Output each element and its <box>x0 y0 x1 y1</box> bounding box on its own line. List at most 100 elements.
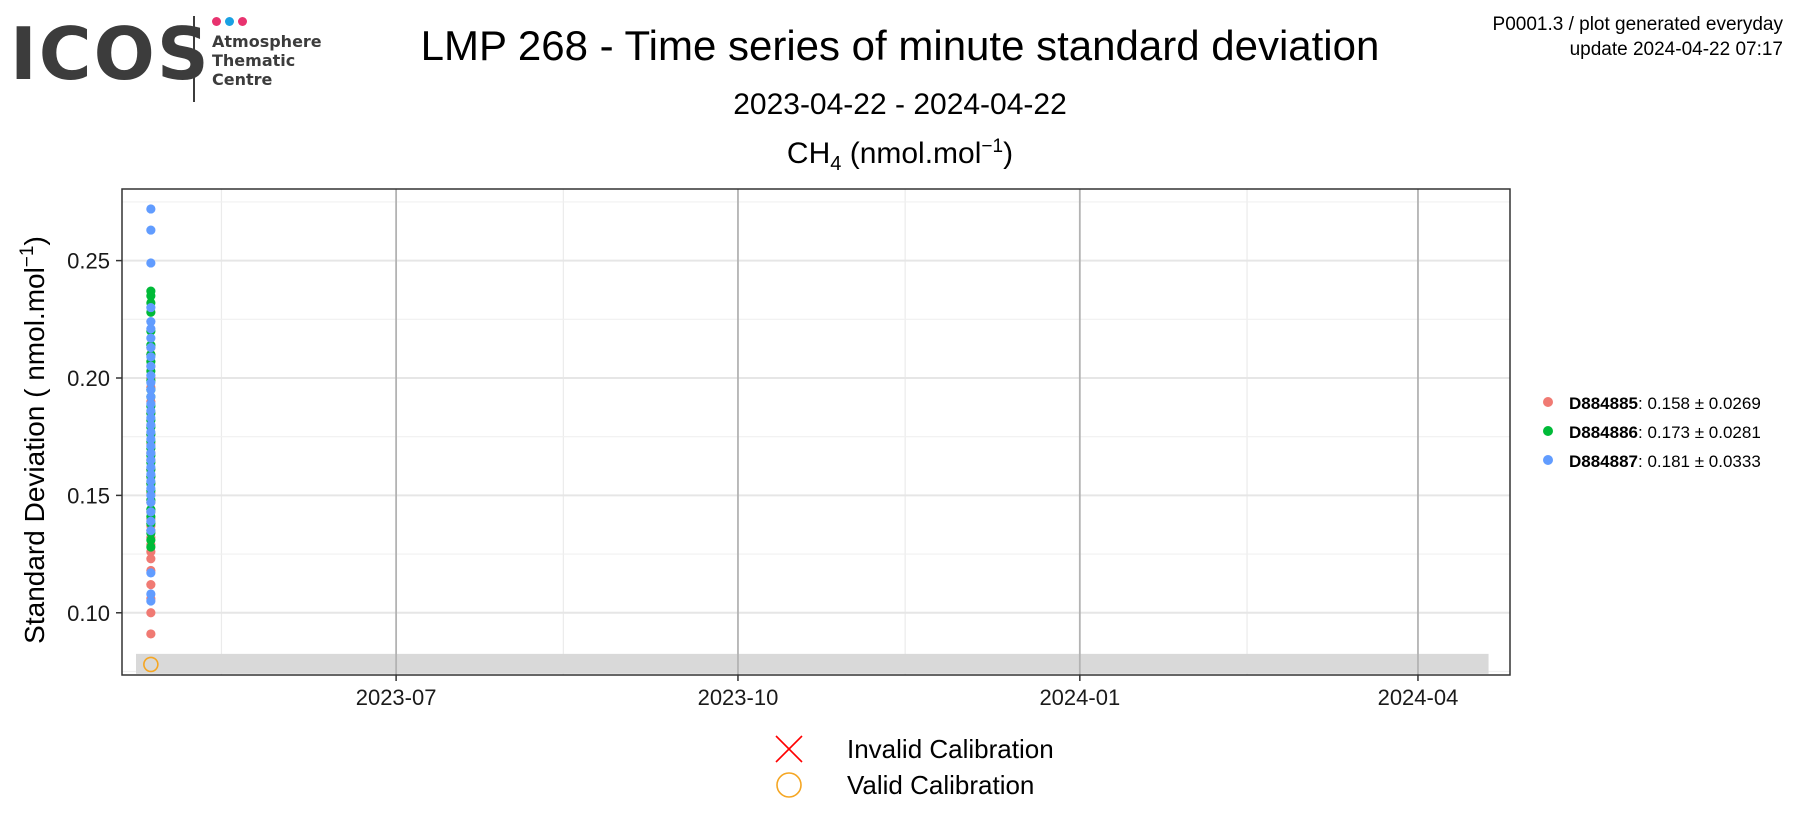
data-point-D884887 <box>146 589 156 599</box>
data-point-D884887 <box>146 441 156 451</box>
legend-swatch-D884885 <box>1543 397 1553 407</box>
plot-panel-border <box>121 188 1511 676</box>
x-tick-label: 2024-01 <box>1039 685 1120 710</box>
y-tick-label: 0.20 <box>67 366 110 391</box>
y-tick-label: 0.15 <box>67 483 110 508</box>
data-point-D884887 <box>146 204 156 214</box>
date-range-subtitle: 2023-04-22 - 2024-04-22 <box>733 88 1067 121</box>
data-point-D884887 <box>146 455 156 465</box>
data-point-D884887 <box>146 361 156 371</box>
data-point-D884887 <box>146 342 156 353</box>
data-point-D884887 <box>146 462 156 472</box>
data-point-D884887 <box>146 324 156 334</box>
orange-circle-icon <box>776 772 802 798</box>
logo-divider <box>193 16 195 102</box>
data-point-D884887 <box>146 507 156 517</box>
species-name: CH <box>786 137 831 170</box>
axes: 0.10 0.15 0.20 0.25 2023-07 2023-10 2024-01 202… <box>67 249 1458 710</box>
chart-title: LMP 268 - Time series of minute standard… <box>420 22 1380 69</box>
legend-series-name: D884886 <box>1569 423 1638 442</box>
y-axis-label-close: ) <box>19 236 50 245</box>
plot-background <box>122 189 1510 675</box>
data-point-D884887 <box>146 420 156 430</box>
species-subtitle: CH4 (nmol.mol−1) <box>0 136 1800 176</box>
grid <box>122 189 1510 675</box>
update-timestamp: update 2024-04-22 07:17 <box>1569 39 1783 60</box>
legend-entry-D884887: D884887: 0.181 ± 0.0333 <box>1569 452 1761 471</box>
y-axis-label-exponent: −1 <box>17 246 38 268</box>
legend-series-name: D884887 <box>1569 452 1638 471</box>
logo-dot-2 <box>225 17 234 26</box>
data-point-D884887 <box>146 516 156 526</box>
logo-wordmark: ICOS <box>10 12 211 96</box>
red-x-icon <box>775 735 803 763</box>
data-point-D884887 <box>146 434 156 444</box>
legend-series-name: D884885 <box>1569 394 1638 413</box>
species-unit-close: ) <box>1003 137 1014 170</box>
species-unit: (nmol.mol <box>841 137 982 170</box>
calibration-legend: Invalid Calibration Valid Calibration <box>770 732 1170 812</box>
y-axis-label-text: Standard Deviation ( nmol.mol <box>19 267 50 644</box>
valid-calibration-label: Valid Calibration <box>847 770 1035 800</box>
y-axis-label: Standard Deviation ( nmol.mol−1) <box>17 236 50 644</box>
data-point-D884887 <box>146 497 156 508</box>
data-point-D884885 <box>146 554 156 564</box>
data-point-D884886 <box>146 286 156 296</box>
data-point-D884885 <box>146 629 156 639</box>
data-point-D884887 <box>146 333 156 343</box>
legend-series-stats: : 0.158 ± 0.0269 <box>1638 394 1761 413</box>
legend-entry-D884886: D884886: 0.173 ± 0.0281 <box>1569 423 1761 442</box>
y-tick-label: 0.10 <box>67 601 110 626</box>
icos-logo: ICOS Atmosphere Thematic Centre <box>10 14 330 104</box>
data-point-D884887 <box>146 476 156 486</box>
data-point-D884887 <box>146 406 156 416</box>
data-point-D884887 <box>146 371 156 381</box>
legend-swatch-D884886 <box>1543 426 1553 436</box>
data-point-D884887 <box>146 352 156 362</box>
data-point-D884887 <box>146 385 156 395</box>
data-point-D884887 <box>146 469 156 479</box>
data-point-D884887 <box>146 258 156 268</box>
data-point-D884887 <box>146 392 156 402</box>
logo-line-3: Centre <box>212 70 273 89</box>
logo-dot-1 <box>212 17 221 26</box>
data-point-D884886 <box>146 542 156 552</box>
legend-series-stats: : 0.173 ± 0.0281 <box>1638 423 1761 442</box>
invalid-calibration-label: Invalid Calibration <box>847 734 1054 764</box>
x-tick-label: 2024-04 <box>1378 685 1459 710</box>
data-point-D884887 <box>146 568 156 578</box>
data-point-D884887 <box>146 302 156 313</box>
data-point-D884885 <box>146 580 156 590</box>
legend-swatch-D884887 <box>1543 455 1553 465</box>
valid-calibration-point <box>143 656 159 673</box>
legend-entry-D884885: D884885: 0.158 ± 0.0269 <box>1569 394 1761 413</box>
x-tick-label: 2023-07 <box>356 685 437 710</box>
gray-band <box>136 189 1489 675</box>
calibration-band <box>136 653 1489 674</box>
data-point-D884887 <box>146 317 156 327</box>
data-point-D884887 <box>146 490 156 500</box>
y-tick-label: 0.25 <box>67 249 110 274</box>
legend-series-stats: : 0.181 ± 0.0333 <box>1638 452 1761 471</box>
species-subscript: 4 <box>830 153 842 175</box>
species-unit-exponent: −1 <box>981 136 1004 157</box>
data-point-D884885 <box>146 608 156 618</box>
data-point-D884887 <box>146 378 156 388</box>
data-point-D884887 <box>146 526 156 536</box>
product-code: P0001.3 / plot generated everyday <box>1492 14 1783 35</box>
data-point-D884886 <box>146 535 156 545</box>
data-point-D884887 <box>146 448 156 458</box>
data-point-D884887 <box>146 399 156 409</box>
logo-dot-3 <box>238 17 247 26</box>
data-points <box>143 204 159 673</box>
data-point-D884887 <box>146 225 156 235</box>
data-point-D884887 <box>146 483 156 493</box>
logo-line-2: Thematic <box>212 51 296 70</box>
logo-line-1: Atmosphere <box>212 32 322 51</box>
x-tick-label: 2023-10 <box>698 685 779 710</box>
data-point-D884887 <box>146 596 156 606</box>
data-point-D884887 <box>146 427 156 437</box>
data-point-D884887 <box>146 413 156 423</box>
